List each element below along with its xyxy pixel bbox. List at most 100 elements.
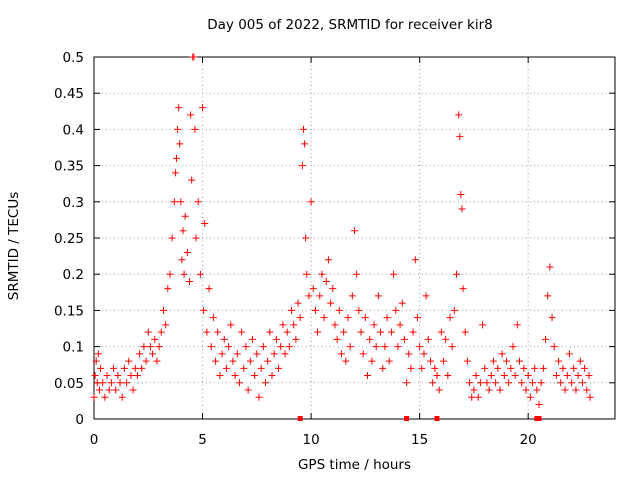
data-point: [116, 379, 124, 387]
data-point: [216, 372, 224, 380]
data-point: [125, 357, 133, 365]
y-tick-label: 0.3: [63, 195, 84, 211]
data-point: [279, 321, 287, 329]
data-point: [585, 372, 593, 380]
data-point: [444, 372, 452, 380]
data-point: [492, 379, 500, 387]
data-point: [288, 306, 296, 314]
data-point: [329, 285, 337, 293]
data-point: [437, 328, 445, 336]
y-tick-label: 0.45: [54, 86, 84, 102]
data-point: [133, 372, 141, 380]
data-point: [127, 372, 135, 380]
data-point: [240, 364, 248, 372]
chart-title: Day 005 of 2022, SRMTID for receiver kir…: [207, 17, 493, 33]
data-point: [422, 292, 430, 300]
data-point: [281, 350, 289, 358]
data-point: [431, 364, 439, 372]
data-point: [578, 379, 586, 387]
data-point: [190, 53, 198, 61]
data-point: [301, 140, 309, 148]
data-point: [440, 357, 448, 365]
data-point: [97, 364, 105, 372]
data-point: [172, 154, 180, 162]
data-point: [292, 335, 300, 343]
data-point: [144, 328, 152, 336]
data-point: [120, 364, 128, 372]
data-point: [327, 299, 335, 307]
data-point: [574, 372, 582, 380]
data-point: [537, 379, 545, 387]
data-point: [277, 343, 285, 351]
data-point: [505, 379, 513, 387]
data-point: [296, 314, 304, 322]
data-point: [511, 372, 519, 380]
gap-marker: [404, 416, 410, 421]
data-point: [272, 335, 280, 343]
data-point: [302, 234, 310, 242]
data-point: [513, 321, 521, 329]
data-point: [149, 350, 157, 358]
data-point: [123, 379, 131, 387]
data-point: [299, 125, 307, 133]
data-point: [468, 393, 476, 401]
data-point: [275, 364, 283, 372]
data-point: [337, 350, 345, 358]
data-point: [253, 350, 261, 358]
data-point: [400, 335, 408, 343]
y-tick-label: 0.05: [54, 376, 84, 392]
data-point: [191, 125, 199, 133]
data-point: [183, 248, 191, 256]
data-point: [316, 292, 324, 300]
data-point: [500, 372, 508, 380]
data-point: [533, 386, 541, 394]
data-point: [539, 364, 547, 372]
data-point: [91, 372, 99, 380]
data-point: [151, 335, 159, 343]
data-point: [463, 357, 471, 365]
data-point: [459, 285, 467, 293]
data-point: [192, 234, 200, 242]
data-point: [457, 191, 465, 199]
gap-marker: [434, 416, 440, 421]
data-point: [379, 364, 387, 372]
data-point: [529, 379, 537, 387]
data-point: [131, 364, 139, 372]
data-point: [526, 393, 534, 401]
data-point: [489, 357, 497, 365]
data-point: [583, 386, 591, 394]
data-point: [171, 169, 179, 177]
data-point: [474, 393, 482, 401]
data-point: [407, 364, 415, 372]
data-points: [90, 53, 594, 409]
data-point: [502, 357, 510, 365]
data-point: [238, 328, 246, 336]
x-tick-label: 10: [302, 432, 319, 448]
data-point: [403, 379, 411, 387]
data-point: [153, 357, 161, 365]
data-point: [138, 364, 146, 372]
data-point: [355, 306, 363, 314]
data-point: [179, 227, 187, 235]
data-point: [390, 270, 398, 278]
data-point: [194, 198, 202, 206]
data-point: [220, 335, 228, 343]
data-point: [433, 372, 441, 380]
data-point: [561, 386, 569, 394]
data-point: [509, 343, 517, 351]
data-point: [303, 270, 311, 278]
data-point: [259, 343, 267, 351]
data-point: [227, 321, 235, 329]
data-point: [342, 357, 350, 365]
data-point: [366, 335, 374, 343]
data-point: [118, 393, 126, 401]
data-point: [359, 350, 367, 358]
data-point: [311, 306, 319, 314]
data-point: [409, 328, 417, 336]
data-point: [200, 306, 208, 314]
data-point: [446, 314, 454, 322]
data-point: [257, 364, 265, 372]
x-tick-label: 15: [411, 432, 428, 448]
data-point: [429, 379, 437, 387]
data-point: [453, 270, 461, 278]
